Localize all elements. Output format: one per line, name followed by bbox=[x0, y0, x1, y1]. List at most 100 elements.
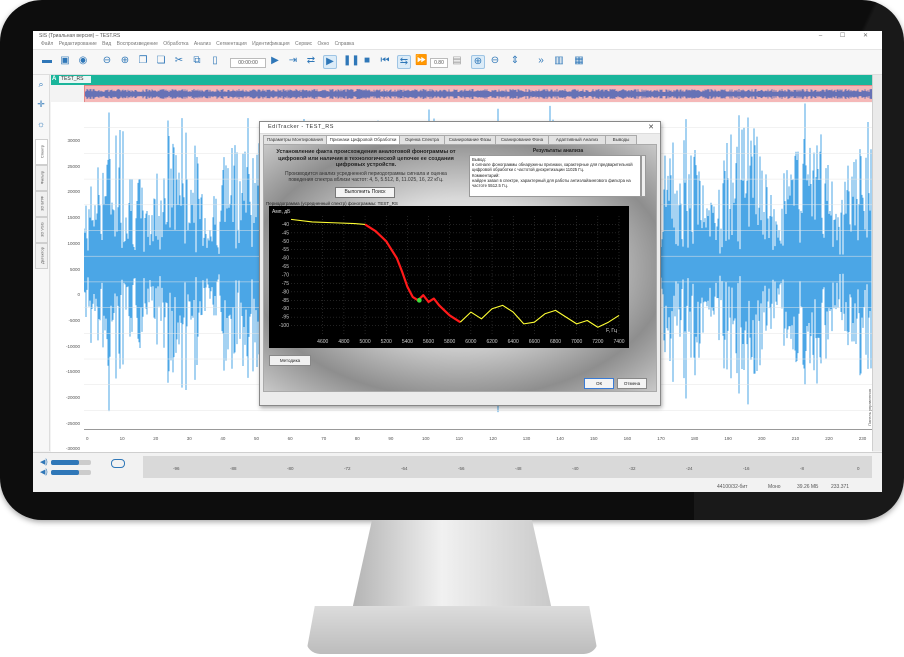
volume-slider[interactable] bbox=[51, 460, 91, 465]
y-tick-label: -40 bbox=[282, 222, 289, 228]
control-panel-strip[interactable]: Панель управления bbox=[867, 75, 882, 451]
title-bar: SIS (Триальная версия) – TEST.RS – ☐ ✕ bbox=[33, 31, 882, 40]
tab-3d-fft[interactable]: 3D БПФ bbox=[35, 191, 48, 217]
stop-icon[interactable]: ■ bbox=[363, 55, 371, 66]
x-tick-label: 7000 bbox=[571, 339, 582, 345]
menu-edit[interactable]: Редактирование bbox=[58, 41, 97, 47]
tab-filter[interactable]: Фильтр bbox=[35, 165, 48, 191]
time-tick-label: 100 bbox=[422, 436, 430, 441]
menu-window[interactable]: Окно bbox=[317, 41, 330, 47]
zoom-in-icon[interactable]: ⊕ bbox=[471, 55, 485, 69]
menu-analysis[interactable]: Анализ bbox=[193, 41, 211, 47]
move-icon[interactable]: ✛ bbox=[37, 99, 45, 109]
y-tick-label: -50 bbox=[282, 239, 289, 245]
ok-button[interactable]: ОК bbox=[584, 378, 614, 389]
window-title: SIS (Триальная версия) – TEST.RS bbox=[39, 33, 121, 39]
time-tick-label: 170 bbox=[657, 436, 665, 441]
fast-forward-icon[interactable]: ⏩ bbox=[415, 55, 428, 66]
close-icon[interactable]: ✕ bbox=[648, 124, 654, 131]
paste-icon[interactable]: ❏ bbox=[156, 55, 166, 66]
record-icon[interactable]: ◉ bbox=[78, 55, 88, 66]
play-selection-icon[interactable]: ⇥ bbox=[288, 55, 298, 66]
x-tick-label: 5000 bbox=[360, 339, 371, 345]
repeat-icon[interactable]: ⇆ bbox=[397, 55, 411, 69]
time-display[interactable]: 00:00:00 bbox=[230, 58, 266, 68]
pause-icon[interactable]: ❚❚ bbox=[343, 55, 360, 66]
speaker-icon[interactable]: ◀) bbox=[40, 459, 48, 466]
zoom-out-icon[interactable]: ⊖ bbox=[490, 55, 500, 66]
tab-3d-vsg[interactable]: 3D VSG bbox=[35, 217, 48, 243]
loop-play-icon[interactable]: ⇄ bbox=[306, 55, 316, 66]
track-header[interactable]: A TEST_RS bbox=[51, 75, 882, 85]
app-screen: SIS (Триальная версия) – TEST.RS – ☐ ✕ Ф… bbox=[33, 31, 882, 492]
analysis-text: Производится анализ усредненной периодог… bbox=[285, 170, 447, 183]
redo-icon[interactable]: ⊕ bbox=[120, 55, 130, 66]
save-icon[interactable]: ▣ bbox=[60, 55, 70, 66]
balance-slider[interactable] bbox=[51, 470, 91, 475]
settings-icon[interactable]: ☼ bbox=[36, 119, 46, 129]
speed-input[interactable]: 0.80 bbox=[430, 58, 448, 68]
menu-processing[interactable]: Обработка bbox=[163, 41, 189, 47]
zoom-fit-icon[interactable]: ▤ bbox=[452, 55, 462, 66]
speaker-icon-2[interactable]: ◀) bbox=[40, 469, 48, 476]
x-tick-label: 5400 bbox=[402, 339, 413, 345]
toolbar: ▬ ▣ ◉ ⊖ ⊕ ❐ ❏ ✂ ⧉ ▯ ▶ ⇥ ⇄ ▶ ❚❚ ■ ⏮ ⇆ ⏩ ▤… bbox=[33, 50, 882, 75]
x-tick-label: 5600 bbox=[423, 339, 434, 345]
search-icon[interactable]: ⌕ bbox=[38, 79, 44, 89]
zoom-vertical-icon[interactable]: ⇕ bbox=[510, 55, 520, 66]
x-tick-label: 4600 bbox=[317, 339, 328, 345]
amplitude-tick-label: -20000 bbox=[65, 395, 80, 400]
time-axis[interactable]: 0 10 20 30 40 50 60 70 80 90 100 110 120 130 140 150 160… bbox=[84, 429, 872, 444]
more-icon[interactable]: » bbox=[538, 55, 544, 66]
delete-icon[interactable]: ▯ bbox=[212, 55, 218, 66]
status-bar: 44100/32-бит Моно 39.26 МБ 233.371 bbox=[33, 482, 882, 492]
menu-service[interactable]: Сервис bbox=[295, 41, 313, 47]
folder-icon[interactable]: ▬ bbox=[42, 55, 52, 66]
link-icon[interactable] bbox=[111, 459, 125, 468]
menu-segmentation[interactable]: Сегментация bbox=[216, 41, 247, 47]
time-tick-label: 90 bbox=[388, 436, 394, 441]
tab-spectrum[interactable]: Спектр bbox=[35, 139, 48, 165]
results-line: Комментарий: bbox=[472, 172, 500, 178]
time-tick-label: 210 bbox=[791, 436, 800, 441]
amplitude-tick-label: -15000 bbox=[65, 369, 80, 375]
to-start-icon[interactable]: ⏮ bbox=[380, 55, 390, 66]
editracker-dialog: EdiTracker - TEST_RS ✕ Параметры Монтиро… bbox=[259, 121, 661, 406]
menu-help[interactable]: Справка bbox=[334, 41, 355, 47]
menu-playback[interactable]: Воспроизведение bbox=[116, 41, 158, 47]
track-name[interactable]: TEST_RS bbox=[59, 76, 91, 83]
time-tick-label: 230 bbox=[858, 436, 867, 441]
duplicate-icon[interactable]: ⧉ bbox=[193, 55, 201, 66]
meter-tick-label: -64 bbox=[401, 466, 408, 471]
menu-identification[interactable]: Идентификация bbox=[252, 41, 290, 47]
time-tick-label: 40 bbox=[220, 436, 226, 441]
amplitude-tick-label: -10000 bbox=[65, 343, 80, 349]
results-text: Вывод: в сигнале фонограммы обнаружены п… bbox=[469, 155, 641, 197]
dialog-title: EdiTracker - TEST_RS bbox=[268, 124, 334, 130]
undo-icon[interactable]: ⊖ bbox=[102, 55, 112, 66]
window-controls[interactable]: – ☐ ✕ bbox=[818, 33, 876, 39]
run-search-button[interactable]: Выполнить Поиск bbox=[335, 187, 395, 198]
meter-tick-label: -8 bbox=[800, 466, 805, 471]
layout-icon[interactable]: ▦ bbox=[574, 55, 584, 66]
meter-tick-label: -48 bbox=[515, 466, 522, 471]
play-box-icon[interactable]: ▶ bbox=[323, 55, 337, 69]
amplitude-tick-label: 0 bbox=[77, 292, 80, 298]
results-scrollbar[interactable] bbox=[641, 155, 646, 197]
method-button[interactable]: Методика bbox=[269, 355, 311, 366]
tab-detector[interactable]: Детектор bbox=[35, 243, 48, 269]
track-overview[interactable] bbox=[84, 85, 874, 103]
play-icon[interactable]: ▶ bbox=[271, 55, 279, 66]
cancel-button[interactable]: Отмена bbox=[617, 378, 647, 389]
grid-icon[interactable]: ▥ bbox=[554, 55, 564, 66]
copy-icon[interactable]: ❐ bbox=[138, 55, 148, 66]
series-line-0 bbox=[290, 218, 366, 225]
time-tick-label: 200 bbox=[758, 436, 766, 441]
amplitude-tick-label: -30000 bbox=[65, 446, 80, 452]
meter-tick-label: -80 bbox=[287, 466, 294, 471]
cut-icon[interactable]: ✂ bbox=[174, 55, 184, 66]
amplitude-tick-label: -5000 bbox=[68, 317, 80, 323]
menu-view[interactable]: Вид bbox=[102, 41, 112, 47]
analysis-heading: Установление факта происхождения аналого… bbox=[276, 149, 456, 168]
menu-file[interactable]: Файл bbox=[41, 41, 54, 47]
